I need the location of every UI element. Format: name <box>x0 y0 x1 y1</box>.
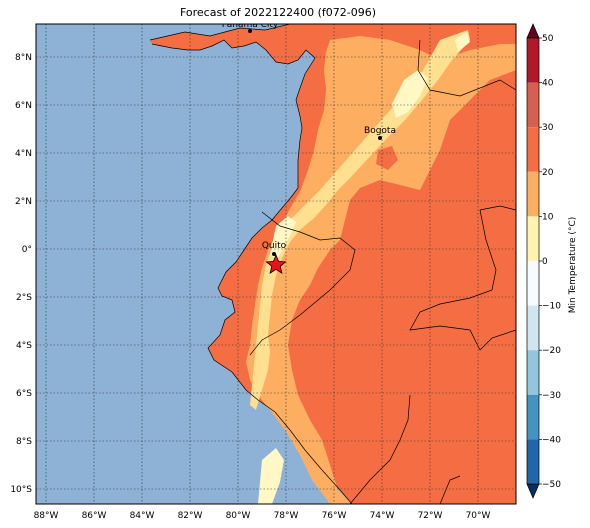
lat-tick: 2°N <box>15 197 32 207</box>
graticule <box>36 24 516 504</box>
colorbar-min-arrow <box>526 483 540 499</box>
colorbar-tick-label: −40 <box>542 435 561 445</box>
colorbar-tick-label: −50 <box>542 480 561 490</box>
colorbar-segment <box>527 439 539 484</box>
colorbar-segment <box>527 127 539 172</box>
lat-tick: 8°S <box>16 437 32 447</box>
lon-tick: 88°W <box>34 511 59 521</box>
lon-tick: 78°W <box>274 511 299 521</box>
city-label: Bogota <box>364 126 396 136</box>
colorbar-max-arrow <box>526 23 540 39</box>
colorbar-tick-label: −20 <box>542 346 561 356</box>
colorbar-segment <box>527 171 539 217</box>
temp-core-pale <box>258 448 284 504</box>
lat-tick: 10°S <box>10 485 32 495</box>
lon-tick: 70°W <box>466 511 491 521</box>
colorbar-segment <box>527 394 539 440</box>
colorbar-segment <box>527 38 539 83</box>
city-panama: Panama City <box>222 20 279 33</box>
colorbar-segment <box>527 350 539 395</box>
lon-tick: 82°W <box>178 511 203 521</box>
lat-tick: 0° <box>22 245 32 255</box>
colorbar: 50 40 30 20 10 0 −10 −20 −30 −40 −50 Min Temperatu… <box>526 23 578 499</box>
map-area: Panama City Bogota Quito <box>36 20 516 504</box>
temp-core-pale <box>455 32 470 52</box>
temp-band-0-10 <box>250 30 470 410</box>
colorbar-segment <box>527 305 539 351</box>
colorbar-segment <box>527 216 539 261</box>
city-marker <box>248 29 252 33</box>
lat-tick: 6°S <box>16 389 32 399</box>
lon-tick: 84°W <box>130 511 155 521</box>
colorbar-tick-label: 30 <box>542 123 554 133</box>
city-label: Panama City <box>222 20 279 30</box>
colorbar-tick-label: 40 <box>542 79 554 89</box>
city-marker <box>272 252 276 256</box>
colorbar-segment <box>527 261 539 306</box>
lon-tick: 74°W <box>370 511 395 521</box>
lat-tick: 4°S <box>16 341 32 351</box>
colorbar-tick-label: 20 <box>542 168 554 178</box>
city-marker <box>378 136 382 140</box>
colorbar-label: Min Temperature (°C) <box>568 217 578 314</box>
lat-tick: 4°N <box>15 149 32 159</box>
temp-core-pale <box>270 216 296 262</box>
borders <box>149 24 516 504</box>
city-label: Quito <box>262 241 287 251</box>
colorbar-tick-label: −30 <box>542 391 561 401</box>
map-frame <box>35 23 517 505</box>
city-quito: Quito <box>262 241 287 256</box>
colorbar-tick-label: −10 <box>542 302 561 312</box>
city-bogota: Bogota <box>364 126 396 140</box>
colorbar-segment <box>527 82 539 128</box>
lat-axis: 8°N 6°N 4°N 2°N 0° 2°S 4°S 6°S 8°S 10°S <box>10 53 32 495</box>
lon-axis: 88°W 86°W 84°W 82°W 80°W 78°W 76°W 74°W … <box>34 511 491 521</box>
lon-tick: 80°W <box>226 511 251 521</box>
temp-patch <box>376 146 398 170</box>
map-title: Forecast of 2022122400 (f072-096) <box>179 6 377 19</box>
lat-tick: 6°N <box>15 101 32 111</box>
lat-tick: 8°N <box>15 53 32 63</box>
colorbar-tick-label: 0 <box>542 257 548 267</box>
lon-tick: 86°W <box>82 511 107 521</box>
location-star-icon <box>265 253 287 274</box>
colorbar-tick-label: 50 <box>542 34 554 44</box>
lon-tick: 72°W <box>418 511 443 521</box>
lat-tick: 2°S <box>16 293 32 303</box>
temp-core-pale <box>392 70 428 118</box>
colorbar-tick-label: 10 <box>542 212 554 222</box>
lon-tick: 76°W <box>322 511 347 521</box>
